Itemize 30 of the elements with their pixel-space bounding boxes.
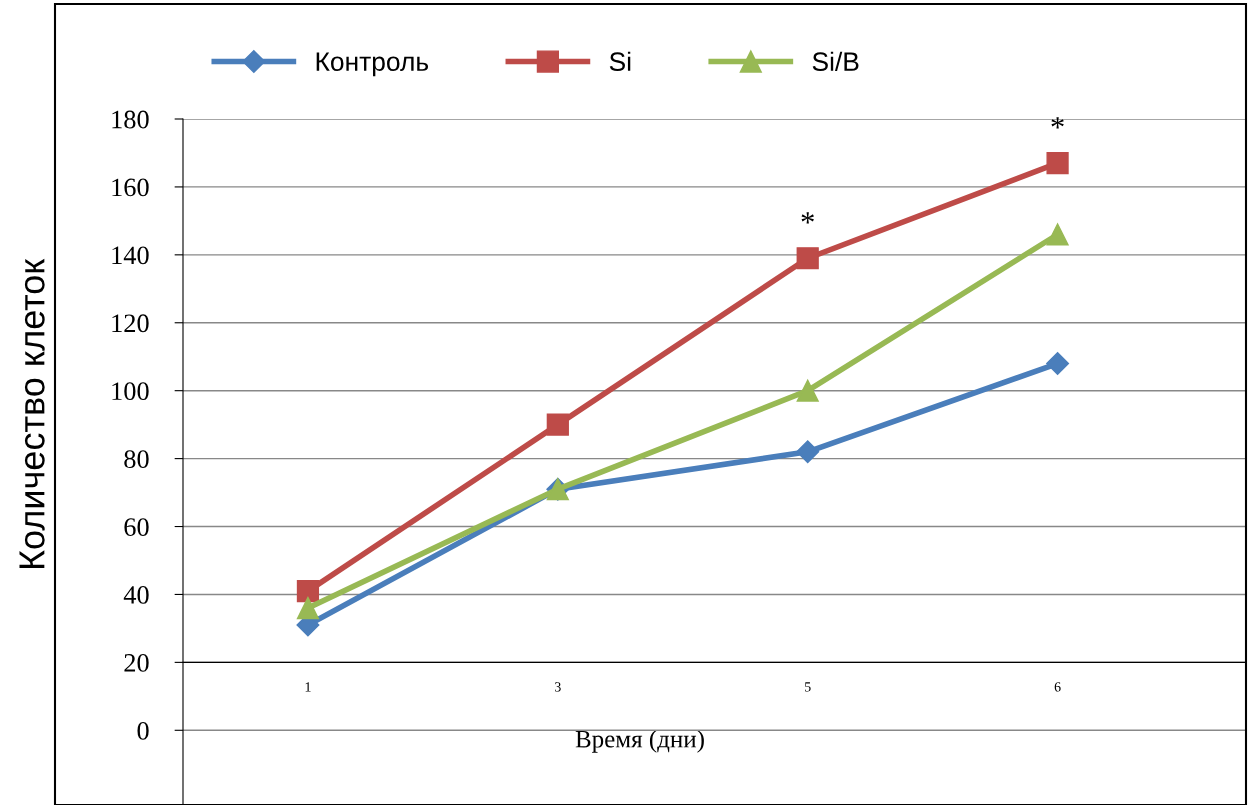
annotation: * <box>1051 117 1064 129</box>
y-tick-label: 120 <box>112 314 149 333</box>
point <box>296 596 320 620</box>
point <box>1046 223 1069 246</box>
x-tick-label: 1 <box>305 682 311 692</box>
point <box>296 579 320 603</box>
y-tick-label: 140 <box>112 246 149 265</box>
point <box>1046 152 1069 175</box>
y-tick-label: 40 <box>123 586 149 604</box>
legend-label: Контроль <box>316 52 429 77</box>
legend-label: Si/B <box>812 51 859 72</box>
y-tick-label: 0 <box>137 721 149 740</box>
y-axis-title: Количество клеток <box>19 258 45 569</box>
point <box>1046 352 1070 376</box>
x-tick-label: 6 <box>1054 682 1061 692</box>
y-tick-label: 160 <box>112 178 149 197</box>
x-axis-title: Время (дни) <box>575 730 704 753</box>
x-tick-label: 3 <box>555 682 561 692</box>
point <box>796 379 819 402</box>
y-tick-label: 100 <box>112 382 149 401</box>
annotation: * <box>801 212 814 224</box>
point <box>796 440 820 464</box>
y-tick-label: 180 <box>112 110 149 129</box>
legend-label: Si <box>609 51 631 72</box>
y-tick-label: 80 <box>124 450 149 469</box>
point <box>546 413 569 436</box>
y-tick-label: 20 <box>124 653 149 672</box>
y-tick-label: 60 <box>124 518 149 536</box>
x-tick-label: 5 <box>805 682 811 692</box>
point <box>796 247 819 270</box>
